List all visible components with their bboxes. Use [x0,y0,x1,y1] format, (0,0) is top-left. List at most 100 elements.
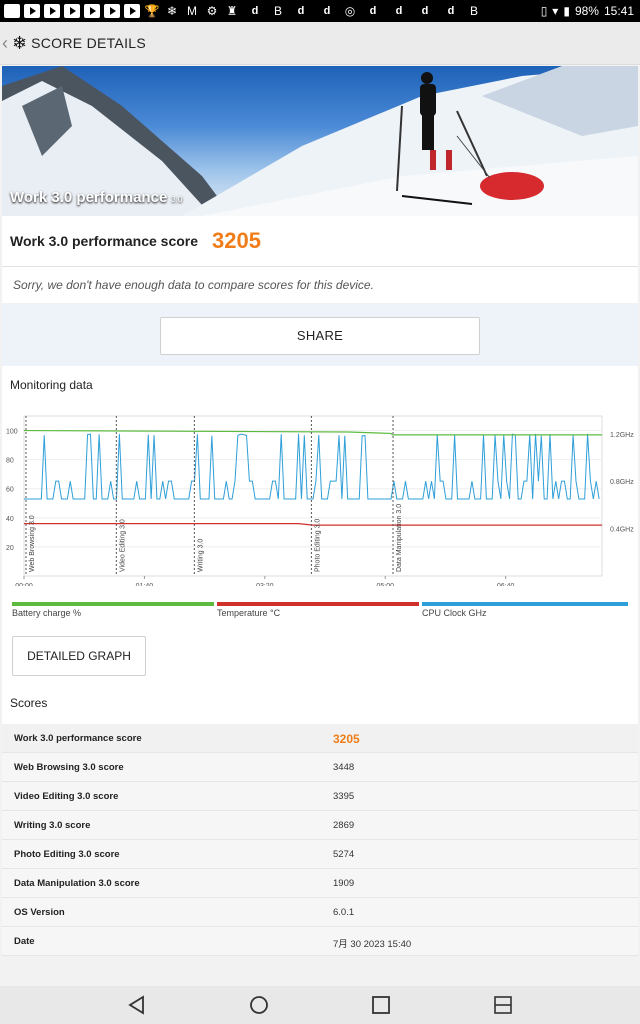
y2-tick-label: 0.8GHz [610,479,634,486]
series-cpu [24,433,600,500]
score-row-label: Data Manipulation 3.0 score [14,878,140,889]
back-icon[interactable]: ‹ [2,32,8,53]
hero-version: 3.0 [171,195,183,204]
score-row-label: Video Editing 3.0 score [14,791,119,802]
score-row-value: 3395 [333,791,355,802]
marker-label: Web Browsing 3.0 [29,515,36,572]
youtube-icon [124,4,140,18]
notification-icons: 🏆 ❄ M ⚙ ♜ d B d d ◎ d d d d B [0,4,482,18]
y2-tick-label: 1.2GHz [610,432,634,439]
recents-nav-icon[interactable] [370,994,392,1016]
battery-text: 98% [574,4,599,18]
x-tick-label: 03:20 [256,583,274,586]
scores-table: Work 3.0 performance score 3205 Web Browsi… [2,724,638,956]
chess-icon: ♜ [226,4,238,18]
score-row-label: Work 3.0 performance score [14,733,142,744]
legend-battery-bar [12,602,214,606]
y-tick-label: 40 [6,516,14,523]
legend-battery: Battery charge % [12,608,82,618]
score-row-label: Date [14,936,35,947]
monitoring-section: Monitoring data 20 40 60 80 100 0.4GHz 0.8GHz 1… [2,366,638,724]
dual-window-nav-icon[interactable] [492,994,514,1016]
score-row-value: 1909 [333,878,355,889]
marker-label: Writing 3.0 [197,539,204,572]
score-label: Work 3.0 performance score [10,233,199,249]
score-row: Data Manipulation 3.0 score 1909 [2,869,638,898]
target-icon: ◎ [344,4,356,18]
score-row: Web Browsing 3.0 score 3448 [2,753,638,782]
hero-title: Work 3.0 performance 3.0 [10,189,182,206]
legend-cpu: CPU Clock GHz [422,608,487,618]
vibrate-icon: ▯ [540,4,548,18]
score-row: Work 3.0 performance score 3205 [2,724,638,753]
page-title: SCORE DETAILS [31,35,146,51]
score-row: Video Editing 3.0 score 3395 [2,782,638,811]
x-tick-label: 06:40 [497,583,515,586]
score-header: Work 3.0 performance score 3205 [2,216,638,267]
hero-image [2,66,638,216]
score-row: OS Version 6.0.1 [2,898,638,927]
legend-cpu-bar [422,602,628,606]
d-magazine-icon: d [251,4,259,17]
youtube-icon [24,4,40,18]
score-row: Date 7月 30 2023 15:40 [2,927,638,956]
score-row-value: 2869 [333,820,355,831]
snowflake-icon: ❄ [166,4,178,18]
x-tick-label: 00:00 [15,583,33,586]
b-icon: B [273,4,282,18]
wifi-icon: ▾ [552,4,559,18]
score-value: 3205 [212,228,261,253]
d-magazine-icon: d [369,4,377,17]
y-tick-label: 80 [6,458,14,465]
d-magazine-icon: d [323,4,331,17]
d-magazine-icon: d [421,4,429,17]
trophy-icon: 🏆 [144,4,160,18]
y-tick-label: 20 [6,545,14,552]
share-button[interactable]: SHARE [160,317,480,355]
no-data-message: Sorry, we don't have enough data to comp… [2,267,638,303]
score-row: Photo Editing 3.0 score 5274 [2,840,638,869]
d-magazine-icon: d [297,4,305,17]
status-bar: 🏆 ❄ M ⚙ ♜ d B d d ◎ d d d d B ▯ ▾ ▮ 98% … [0,0,640,22]
marker-label: Video Editing 3.0 [119,519,126,572]
no-data-text: Sorry, we don't have enough data to comp… [13,278,374,292]
app-logo-icon[interactable]: ❄ [12,32,28,53]
y2-tick-label: 0.4GHz [610,527,634,534]
y-tick-label: 60 [6,487,14,494]
score-row-label: Photo Editing 3.0 score [14,849,120,860]
score-row-value: 7月 30 2023 15:40 [333,939,412,950]
youtube-icon [84,4,100,18]
app-bar: ‹ ❄ SCORE DETAILS [0,22,640,65]
notification-icon [4,4,20,18]
back-nav-icon[interactable] [126,994,148,1016]
navigation-bar [0,986,640,1024]
battery-icon: ▮ [563,4,570,18]
b-icon: B [469,4,478,18]
marker-label: Photo Editing 3.0 [314,519,321,572]
youtube-icon [44,4,60,18]
y-tick-label: 100 [6,429,18,436]
hero-banner: Work 3.0 performance 3.0 [2,66,638,216]
detailed-graph-button[interactable]: DETAILED GRAPH [12,636,146,676]
x-tick-label: 05:00 [376,583,394,586]
gmail-icon: M [187,4,197,18]
d-magazine-icon: d [447,4,455,17]
score-row: Writing 3.0 score 2869 [2,811,638,840]
score-row-label: Web Browsing 3.0 score [14,762,124,773]
score-row-value: 6.0.1 [333,907,355,918]
marker-label: Data Manipulation 3.0 [396,504,403,572]
score-row-value: 3205 [333,732,360,746]
chart-frame [23,415,603,577]
youtube-icon [104,4,120,18]
hero-title-text: Work 3.0 performance [10,189,168,206]
d-magazine-icon: d [395,4,403,17]
home-nav-icon[interactable] [248,994,270,1016]
series-temperature [24,523,602,526]
clock: 15:41 [603,4,634,18]
legend-temperature-bar [217,602,419,606]
monitoring-chart: 20 40 60 80 100 0.4GHz 0.8GHz 1.2GHz 00:00 01:40 0… [6,415,634,586]
share-section: SHARE [2,304,638,366]
scores-title: Scores [10,696,48,710]
series-battery [24,429,602,436]
score-row-value: 3448 [333,762,355,773]
